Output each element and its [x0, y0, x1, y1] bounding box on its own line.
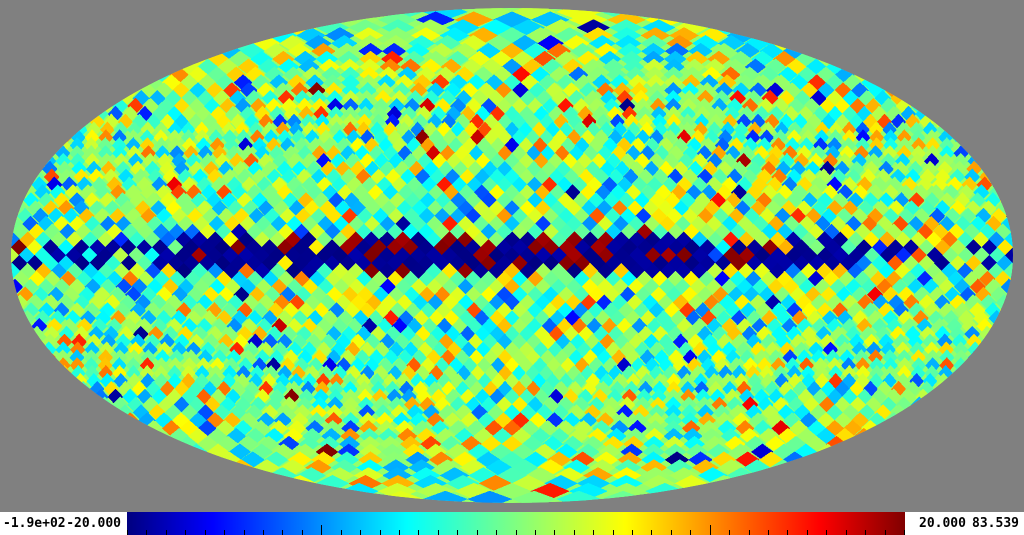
colorbar-tick: [496, 530, 497, 535]
colorbar-upper-label: 20.000: [919, 516, 966, 531]
colorbar-tick: [690, 530, 691, 535]
colorbar-tick: [205, 530, 206, 535]
colorbar-tick: [516, 530, 517, 535]
colorbar-tick: [535, 530, 536, 535]
colorbar-tick: [846, 530, 847, 535]
colorbar-tick: [613, 530, 614, 535]
colorbar-min-label: -1.9e+02: [3, 516, 66, 531]
colorbar-right-labels: 20.000 83.539: [905, 512, 1024, 535]
colorbar-strip: -1.9e+02 -20.000 20.000 83.539: [0, 512, 1024, 535]
colorbar-tick: [127, 530, 128, 535]
colorbar-tick: [574, 530, 575, 535]
colorbar-tick: [360, 530, 361, 535]
colorbar-tick: [321, 525, 322, 535]
colorbar-tick: [438, 530, 439, 535]
colorbar-tick: [787, 530, 788, 535]
colorbar-tick: [632, 530, 633, 535]
colorbar-tick: [244, 530, 245, 535]
colorbar-tick: [826, 530, 827, 535]
colorbar-tick: [224, 530, 225, 535]
colorbar-tick: [729, 530, 730, 535]
colorbar-tick: [146, 530, 147, 535]
colorbar-tick: [341, 530, 342, 535]
colorbar-tick: [185, 530, 186, 535]
colorbar-left-labels: -1.9e+02 -20.000: [0, 512, 127, 535]
colorbar-tick: [380, 530, 381, 535]
colorbar-tick: [671, 530, 672, 535]
colorbar-tick: [477, 530, 478, 535]
colorbar-tick: [768, 530, 769, 535]
colorbar-tick: [282, 530, 283, 535]
colorbar-tick: [651, 530, 652, 535]
colorbar-tick: [807, 530, 808, 535]
colorbar-tick: [749, 530, 750, 535]
colorbar-lower-label: -20.000: [66, 516, 121, 531]
colorbar-max-label: 83.539: [972, 516, 1019, 531]
colorbar-tick: [263, 530, 264, 535]
colorbar-tick: [710, 525, 711, 535]
colorbar-tick: [399, 530, 400, 535]
colorbar-tick: [904, 530, 905, 535]
colorbar-gradient: [127, 512, 905, 535]
colorbar-tick: [302, 530, 303, 535]
colorbar-tick: [457, 530, 458, 535]
colorbar-tick: [865, 530, 866, 535]
colorbar-tick: [554, 530, 555, 535]
colorbar-tick: [166, 530, 167, 535]
colorbar-tick: [885, 530, 886, 535]
colorbar-tick: [418, 530, 419, 535]
mollweide-map: [11, 8, 1013, 503]
colorbar-tick: [593, 530, 594, 535]
